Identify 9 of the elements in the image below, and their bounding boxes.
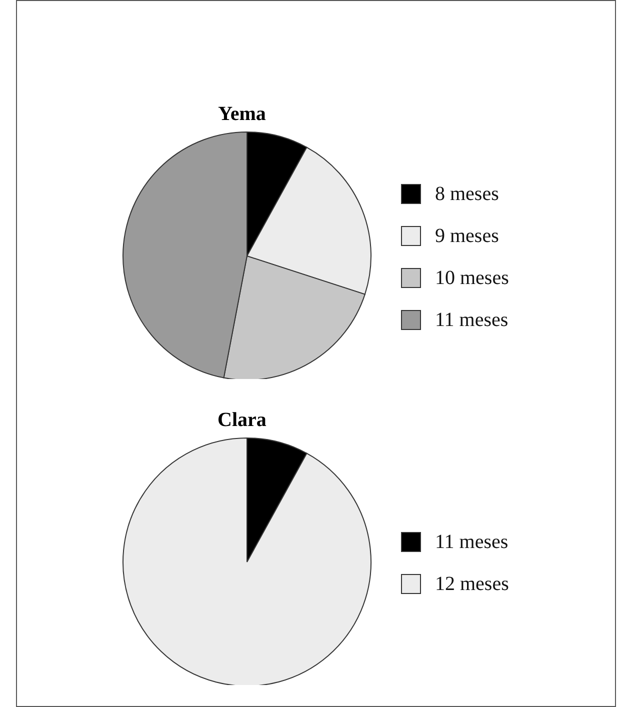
chart-title: Yema bbox=[217, 103, 267, 126]
legend-label: 9 meses bbox=[435, 224, 499, 248]
legend-label: 10 meses bbox=[435, 266, 509, 290]
legend-label: 12 meses bbox=[435, 572, 509, 596]
pie-slice bbox=[122, 438, 372, 685]
legend-label: 8 meses bbox=[435, 182, 499, 206]
legend-label: 11 meses bbox=[435, 530, 508, 554]
legend-label: 11 meses bbox=[435, 308, 508, 332]
chart-title: Clara bbox=[216, 409, 268, 432]
